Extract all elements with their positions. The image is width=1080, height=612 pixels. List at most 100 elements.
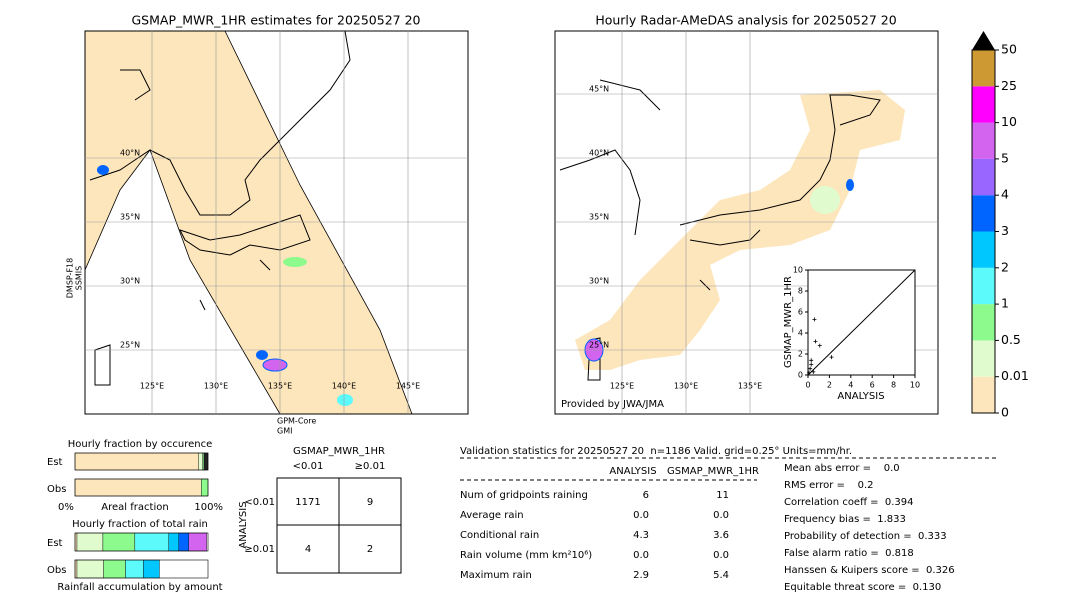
score: Equitable threat score = 0.130 [784, 582, 941, 593]
lon-label: 125°E [140, 382, 164, 391]
panel-title: Hourly fraction of total rain [72, 519, 208, 530]
point [809, 358, 814, 363]
col-label: ≥0.01 [355, 461, 386, 472]
fraction-segment [203, 452, 209, 471]
bar-frame [74, 559, 209, 579]
score: Mean abs error = 0.0 [784, 463, 900, 474]
x-tick-label: 4 [848, 381, 853, 390]
lat-label: 40°N [120, 149, 140, 158]
colorbar-bin [972, 340, 995, 377]
lon-label: 125°E [610, 382, 634, 391]
map-frame [84, 30, 469, 415]
cell: 9 [367, 497, 373, 508]
colorbar-bin [972, 86, 995, 123]
bar-frame [74, 532, 209, 552]
cell: 1171 [295, 497, 320, 508]
stat-label: Rain volume (mm km²10⁶) [460, 550, 592, 561]
colorbar-bin [972, 50, 995, 87]
point [813, 339, 818, 344]
colorbar-label: 3 [1001, 223, 1009, 238]
map-title: GSMAP_MWR_1HR estimates for 20250527 20 [132, 13, 421, 28]
x-tick-label: 2 [827, 381, 832, 390]
lon-label: 145°E [396, 382, 420, 391]
fraction-segment [76, 559, 104, 579]
colorbar-label: 50 [1001, 42, 1017, 57]
col-header: GSMAP_MWR_1HR [667, 466, 759, 477]
lon-label: 135°E [268, 382, 292, 391]
lat-label: 35°N [120, 213, 140, 222]
stat-value: 0.0 [633, 510, 649, 521]
x-tick-label: 6 [870, 381, 875, 390]
lon-label: 140°E [332, 382, 356, 391]
score: Correlation coeff = 0.394 [784, 497, 914, 508]
lat-label: 30°N [120, 277, 140, 286]
col-header: ANALYSIS [609, 466, 656, 477]
lat-label: 40°N [589, 149, 609, 158]
y-tick-label: 8 [798, 287, 803, 296]
panel-footer: Rainfall accumulation by amount [57, 582, 222, 593]
score: Hanssen & Kuipers score = 0.326 [784, 565, 955, 576]
cell: 4 [305, 544, 311, 555]
fraction-segment [201, 478, 209, 497]
score: Probability of detection = 0.333 [784, 531, 947, 542]
axis-label: 0% [58, 502, 74, 513]
y-tick-label: 2 [798, 350, 803, 359]
colorbar-label: 0.01 [1001, 368, 1029, 383]
colorbar-label: 1 [1001, 296, 1009, 311]
colorbar-label: 0.5 [1001, 332, 1021, 347]
stat-value: 11 [716, 490, 729, 501]
axis-label: 100% [194, 502, 223, 513]
map-title: Hourly Radar-AMeDAS analysis for 2025052… [595, 13, 896, 28]
stats-title: Validation statistics for 20250527 20 n=… [460, 446, 852, 457]
panel-title: Hourly fraction by occurence [68, 439, 212, 450]
rain-area [97, 165, 109, 175]
stat-value: 4.3 [633, 530, 649, 541]
row-label: Obs [47, 484, 66, 495]
colorbar-bin [972, 376, 995, 413]
analysis-area [575, 90, 905, 370]
stat-value: 6 [643, 490, 649, 501]
fraction-segment [143, 559, 160, 579]
fraction-segment [178, 532, 189, 552]
table-header: GSMAP_MWR_1HR [293, 446, 385, 457]
sensor-label: DMSP-F18 [66, 258, 75, 298]
fraction-segment [103, 559, 126, 579]
lon-label: 130°E [674, 382, 698, 391]
point [812, 317, 817, 322]
point [829, 355, 834, 360]
col-label: <0.01 [293, 461, 324, 472]
cell: 2 [367, 544, 373, 555]
y-tick-label: 10 [793, 266, 803, 275]
row-label: ≥0.01 [244, 544, 275, 555]
bar-frame [74, 478, 209, 497]
lon-label: 130°E [204, 382, 228, 391]
colorbar-label: 2 [1001, 259, 1009, 274]
rain-area [846, 179, 854, 191]
point [817, 343, 822, 348]
sensor-label: GPM-Core [277, 417, 316, 426]
point [808, 366, 813, 371]
colorbar-bin [972, 304, 995, 341]
x-tick-label: 8 [891, 381, 896, 390]
coastline [559, 79, 881, 381]
colorbar-bin [972, 122, 995, 159]
sensor-label: SSMIS [75, 266, 84, 291]
colorbar-bin [972, 231, 995, 268]
diagonal [807, 269, 916, 376]
lat-label: 25°N [589, 341, 609, 350]
credit: Provided by JWA/JMA [561, 399, 664, 410]
y-tick-label: 0 [798, 371, 803, 380]
colorbar-label: 10 [1001, 114, 1017, 129]
score: RMS error = 0.2 [784, 480, 874, 491]
fraction-segment [125, 559, 144, 579]
map-frame [554, 30, 939, 415]
point [809, 362, 814, 367]
bar-frame [74, 452, 209, 471]
colorbar-label: 4 [1001, 187, 1009, 202]
right-map [559, 79, 905, 381]
stat-label: Conditional rain [460, 530, 539, 541]
fraction-segment [168, 532, 179, 552]
stat-value: 3.6 [713, 530, 729, 541]
rain-area [262, 358, 288, 372]
